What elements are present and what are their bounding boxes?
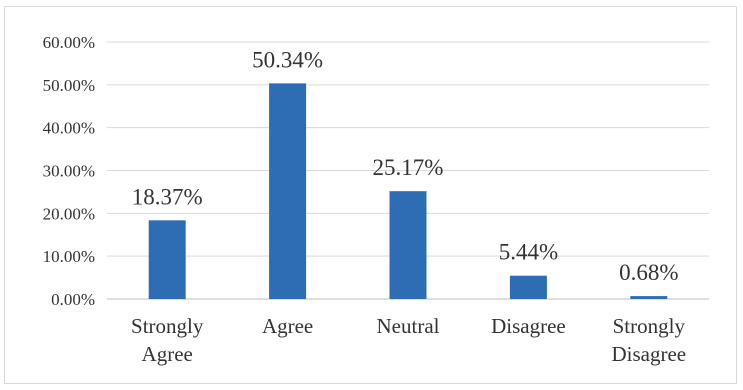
category-label: Agree	[142, 342, 193, 366]
data-label: 0.68%	[619, 260, 678, 285]
category-labels: Strongly Agree Agree Neutral Disagree Strongl…	[131, 314, 686, 366]
bar-chart: 0.00% 10.00% 20.00% 30.00% 40.00% 50.00% 60.00…	[43, 33, 709, 366]
category-label: Strongly	[131, 314, 204, 338]
category-label: Neutral	[377, 314, 440, 338]
category-label: Strongly	[613, 314, 686, 338]
y-tick-label: 30.00%	[43, 162, 95, 181]
chart-frame: 0.00% 10.00% 20.00% 30.00% 40.00% 50.00% 60.00…	[4, 6, 737, 384]
bar	[269, 83, 307, 299]
data-label: 18.37%	[132, 184, 203, 209]
bar	[148, 220, 186, 299]
y-axis-tick-labels: 0.00% 10.00% 20.00% 30.00% 40.00% 50.00% 60.00…	[43, 33, 95, 309]
y-tick-label: 10.00%	[43, 247, 95, 266]
y-tick-label: 20.00%	[43, 204, 95, 223]
y-tick-label: 40.00%	[43, 119, 95, 138]
data-label: 5.44%	[499, 240, 558, 265]
category-label: Disagree	[491, 314, 566, 338]
data-label: 25.17%	[373, 155, 444, 180]
data-labels: 18.37% 50.34% 25.17% 5.44% 0.68%	[132, 47, 679, 285]
y-tick-label: 60.00%	[43, 33, 95, 52]
bar	[389, 191, 427, 299]
bar	[509, 275, 547, 299]
y-tick-label: 0.00%	[51, 290, 95, 309]
category-label: Agree	[262, 314, 313, 338]
data-label: 50.34%	[252, 47, 323, 72]
category-label: Disagree	[611, 342, 686, 366]
y-tick-label: 50.00%	[43, 76, 95, 95]
bar	[630, 296, 668, 299]
bars	[148, 83, 668, 299]
